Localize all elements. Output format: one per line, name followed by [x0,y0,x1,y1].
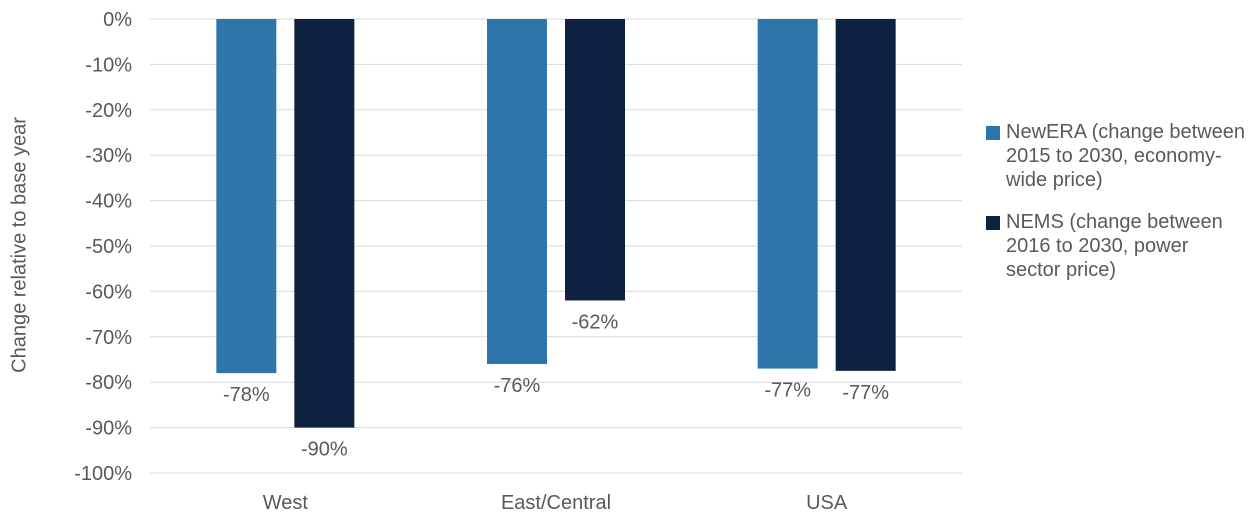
x-tick-label: East/Central [501,492,611,514]
legend-swatch-newera [986,126,1000,140]
y-tick-label: -50% [85,236,132,258]
bar [487,19,547,365]
y-tick-label: -30% [85,145,132,167]
legend-swatch-nems [986,216,1000,230]
y-tick-label: -60% [85,281,132,303]
data-label: -76% [494,375,541,397]
x-tick-label: USA [806,492,848,514]
y-axis-label: Change relative to base year [8,117,31,373]
y-tick-label: -20% [85,100,132,122]
bar [835,19,896,371]
y-tick-label: -10% [85,54,132,76]
data-label: -77% [764,380,811,402]
x-tick-label: West [263,492,309,514]
data-label: -62% [572,311,619,333]
bar [565,19,625,301]
bar [294,19,355,428]
legend: NewERA (change between 2015 to 2030, eco… [986,120,1248,300]
y-tick-label: -100% [74,463,132,485]
legend-item-newera: NewERA (change between 2015 to 2030, eco… [986,120,1248,192]
bar [216,19,277,374]
data-label: -77% [842,382,889,404]
y-tick-label: -70% [85,327,132,349]
y-tick-label: 0% [103,9,132,31]
y-tick-label: -40% [85,191,132,213]
data-label: -78% [223,384,270,406]
bar [757,19,818,369]
y-tick-label: -80% [85,372,132,394]
legend-item-nems: NEMS (change between 2016 to 2030, power… [986,210,1248,282]
legend-label-newera: NewERA (change between 2015 to 2030, eco… [1006,121,1246,191]
y-tick-label: -90% [85,418,132,440]
legend-label-nems: NEMS (change between 2016 to 2030, power… [1006,211,1223,281]
data-label: -90% [301,439,348,461]
